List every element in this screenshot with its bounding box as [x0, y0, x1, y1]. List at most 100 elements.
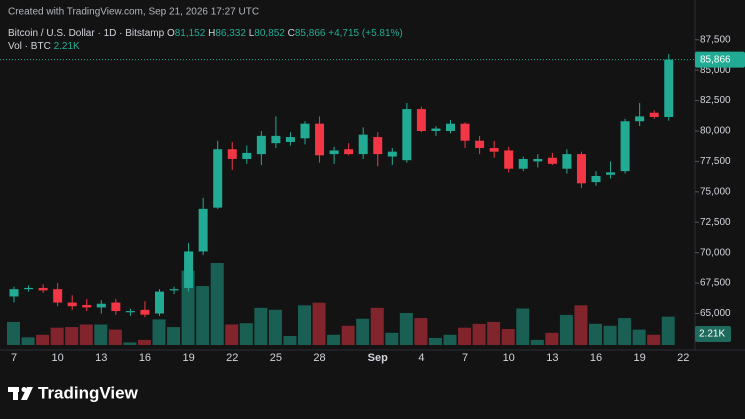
y-tick-label: 70,000: [700, 247, 731, 258]
volume-bar: [50, 327, 64, 345]
y-tick-label: 80,000: [700, 126, 731, 137]
x-tick-label: 22: [226, 352, 238, 364]
candle-body: [169, 289, 179, 291]
candle-body: [38, 287, 48, 291]
candle-body: [82, 304, 92, 308]
volume-bar: [487, 321, 501, 345]
candle-body: [460, 123, 470, 141]
volume-bar: [632, 329, 646, 345]
volume-title: Vol · BTC: [8, 41, 51, 52]
candle-body: [533, 158, 543, 162]
volume-bar: [603, 325, 617, 345]
volume-bar: [65, 327, 79, 345]
candle-body: [53, 289, 63, 303]
volume-bar: [327, 334, 341, 345]
candle-body: [446, 123, 455, 131]
y-tick-label: 82,500: [700, 95, 731, 106]
volume-bar: [298, 305, 311, 345]
x-tick-label: 13: [95, 352, 107, 364]
x-tick-label: 7: [462, 352, 468, 364]
volume-bar: [501, 328, 515, 345]
change: +4,715 (+5.81%): [328, 28, 403, 39]
volume-bar: [108, 329, 122, 345]
legend: Bitcoin / U.S. Dollar · 1D · Bitstamp O8…: [8, 28, 403, 39]
candle-body: [504, 150, 514, 169]
volume-bar: [428, 337, 442, 345]
volume-bar: [210, 263, 224, 345]
candle-body: [635, 116, 645, 122]
volume-bar: [661, 316, 675, 345]
candle-body: [402, 109, 412, 161]
symbol: Bitcoin / U.S. Dollar · 1D · Bitstamp: [8, 28, 165, 39]
volume-bar: [181, 270, 195, 345]
volume-bar: [341, 325, 355, 345]
volume-bar: [225, 324, 239, 345]
volume-bar: [94, 324, 108, 345]
volume-bar: [385, 332, 399, 345]
candle-body: [416, 109, 426, 131]
volume-bar: [239, 323, 253, 345]
candle-body: [591, 176, 601, 183]
candle-body: [111, 302, 121, 312]
candle-body: [562, 154, 572, 169]
volume-bar: [36, 334, 50, 345]
candle-body: [315, 123, 325, 156]
volume-bar: [7, 321, 20, 345]
candle-body: [213, 149, 223, 208]
candle-body: [9, 289, 19, 297]
volume-bar: [167, 327, 181, 345]
volume-value: 2.21K: [54, 41, 80, 52]
volume-bar: [79, 324, 93, 345]
high: 86,332: [215, 28, 246, 39]
candle-body: [576, 154, 586, 184]
volume-bar: [196, 286, 210, 345]
volume-bar: [268, 309, 282, 345]
candle-body: [344, 149, 354, 155]
c: C: [288, 28, 295, 39]
logo-icon: [21, 387, 27, 392]
brand: TradingView: [38, 383, 139, 402]
candle-body: [140, 309, 150, 315]
volume-bar: [530, 339, 544, 345]
volume-bar: [472, 323, 486, 345]
x-tick-label: 19: [182, 352, 194, 364]
volume-bar: [545, 332, 559, 345]
candle-body: [125, 311, 135, 313]
volume-bar: [356, 318, 370, 345]
x-tick-label: 16: [590, 352, 602, 364]
last-price-badge: [695, 51, 745, 68]
x-tick-label: 4: [418, 352, 424, 364]
y-tick-label: 75,000: [700, 186, 731, 197]
y-tick-label: 87,500: [700, 34, 731, 45]
candle-body: [547, 157, 557, 164]
logo-icon: [13, 387, 18, 400]
candle-body: [475, 140, 485, 149]
x-tick-label: Sep: [368, 352, 388, 364]
x-tick-label: 19: [634, 352, 646, 364]
candle-body: [285, 137, 295, 142]
open: 81,152: [175, 28, 206, 39]
x-tick-label: 28: [313, 352, 325, 364]
volume-bar: [458, 327, 472, 345]
volume-bar: [312, 302, 326, 345]
volume-badge: [695, 326, 731, 342]
logo-icon: [21, 387, 33, 400]
candle-body: [358, 134, 368, 155]
volume-bar: [443, 334, 457, 345]
candle-body: [431, 128, 441, 131]
y-tick-label: 85,000: [700, 65, 731, 76]
volume-bar: [254, 307, 268, 345]
last-price-label: 85,866: [700, 54, 731, 65]
candle-body: [606, 172, 616, 175]
volume-badge-label: 2.21K: [699, 329, 725, 340]
candle-body: [329, 150, 339, 155]
candle-body: [198, 208, 208, 252]
volume-bar: [137, 339, 151, 345]
watermark: Created with TradingView.com, Sep 21, 20…: [8, 7, 259, 18]
volume-bar: [516, 308, 530, 345]
close: 85,866: [295, 28, 326, 39]
x-tick-label: 13: [546, 352, 558, 364]
x-tick-label: 10: [52, 352, 64, 364]
